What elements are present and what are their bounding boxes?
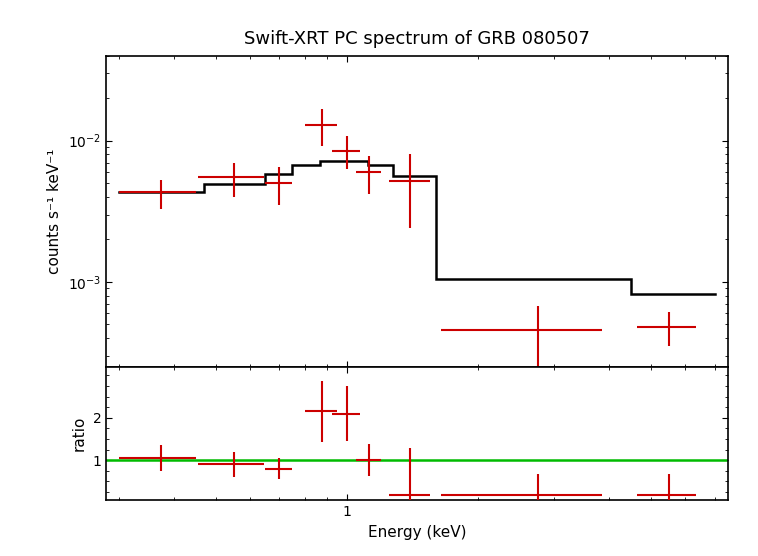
X-axis label: Energy (keV): Energy (keV) — [368, 525, 466, 540]
Title: Swift-XRT PC spectrum of GRB 080507: Swift-XRT PC spectrum of GRB 080507 — [244, 31, 590, 48]
Y-axis label: counts s⁻¹ keV⁻¹: counts s⁻¹ keV⁻¹ — [48, 148, 62, 274]
Y-axis label: ratio: ratio — [72, 416, 87, 451]
